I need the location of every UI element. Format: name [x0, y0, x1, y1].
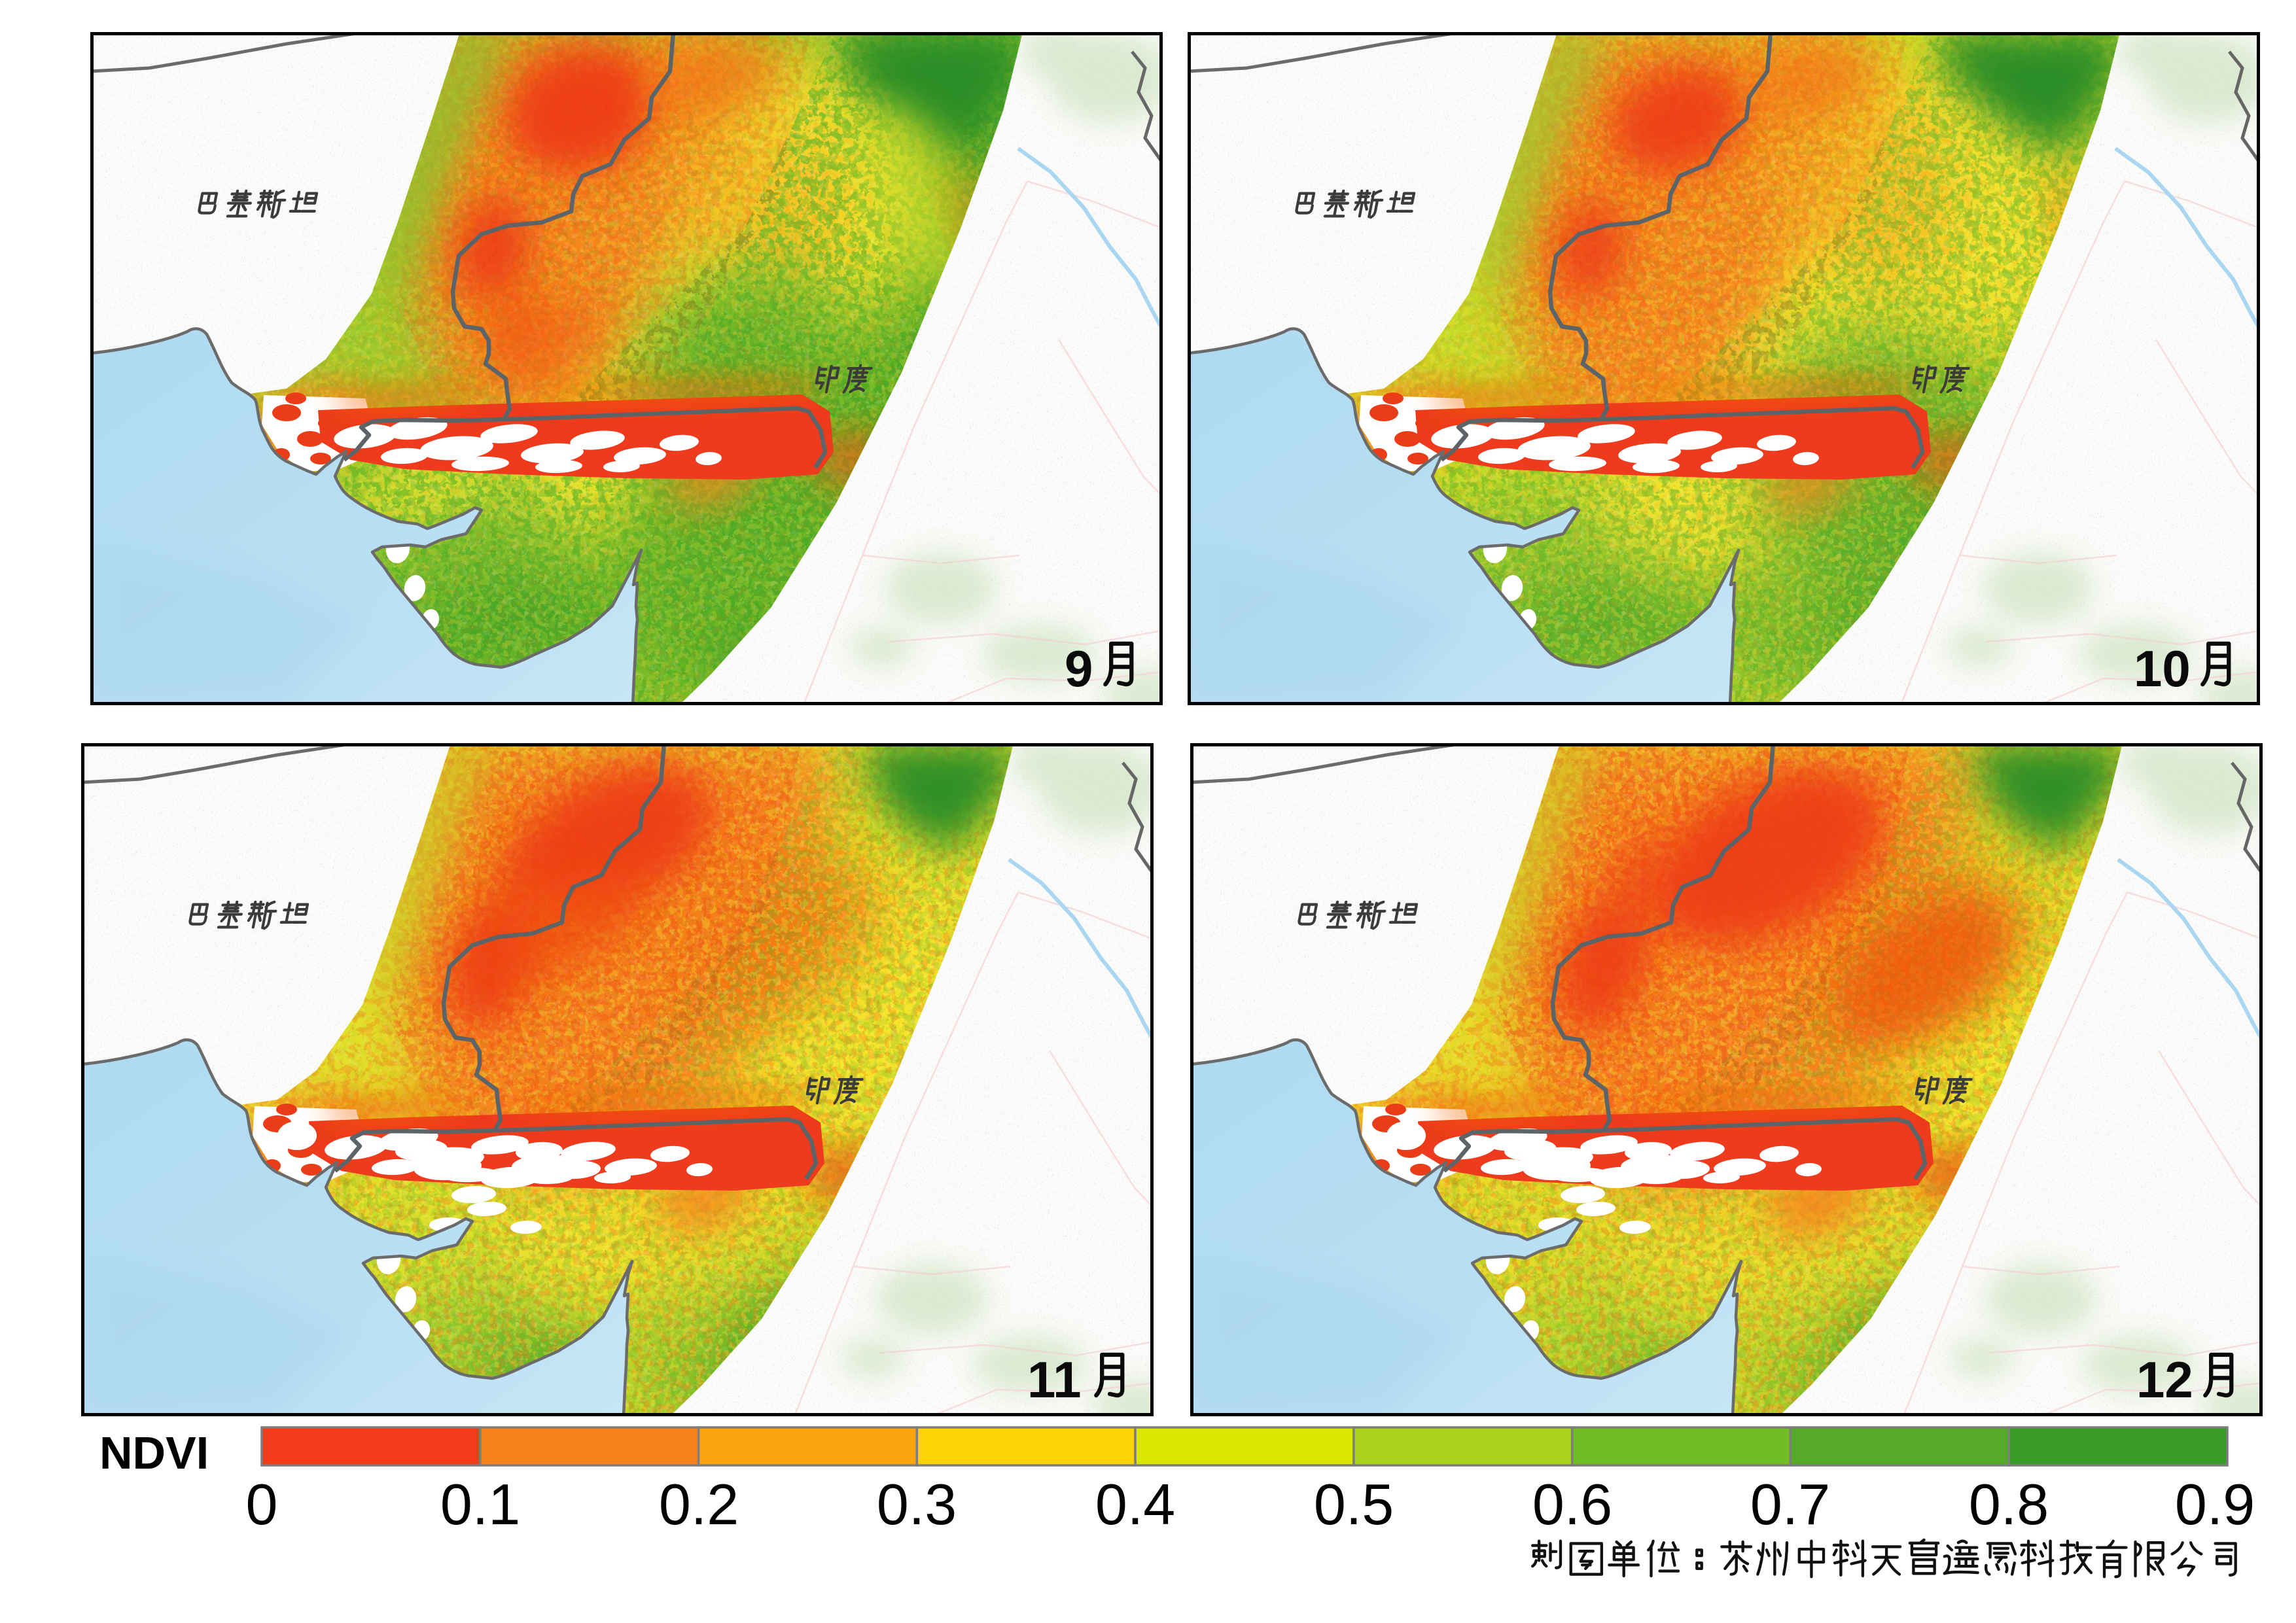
svg-text:0.4: 0.4 [1095, 1472, 1175, 1537]
svg-text:0.2: 0.2 [659, 1472, 739, 1537]
svg-text:0.7: 0.7 [1750, 1472, 1830, 1537]
svg-text:0.3: 0.3 [877, 1472, 957, 1537]
svg-text:0.1: 0.1 [440, 1472, 520, 1537]
svg-text:NDVI: NDVI [99, 1427, 209, 1478]
svg-text:9: 9 [1065, 640, 1093, 697]
svg-text:0.9: 0.9 [2175, 1472, 2255, 1537]
svg-text:12: 12 [2136, 1351, 2193, 1408]
svg-text:0.5: 0.5 [1314, 1472, 1394, 1537]
svg-text:10: 10 [2134, 640, 2191, 697]
svg-text:0: 0 [246, 1472, 278, 1537]
svg-text:0.8: 0.8 [1969, 1472, 2049, 1537]
svg-text:0.6: 0.6 [1532, 1472, 1612, 1537]
svg-text:11: 11 [1027, 1351, 1081, 1408]
